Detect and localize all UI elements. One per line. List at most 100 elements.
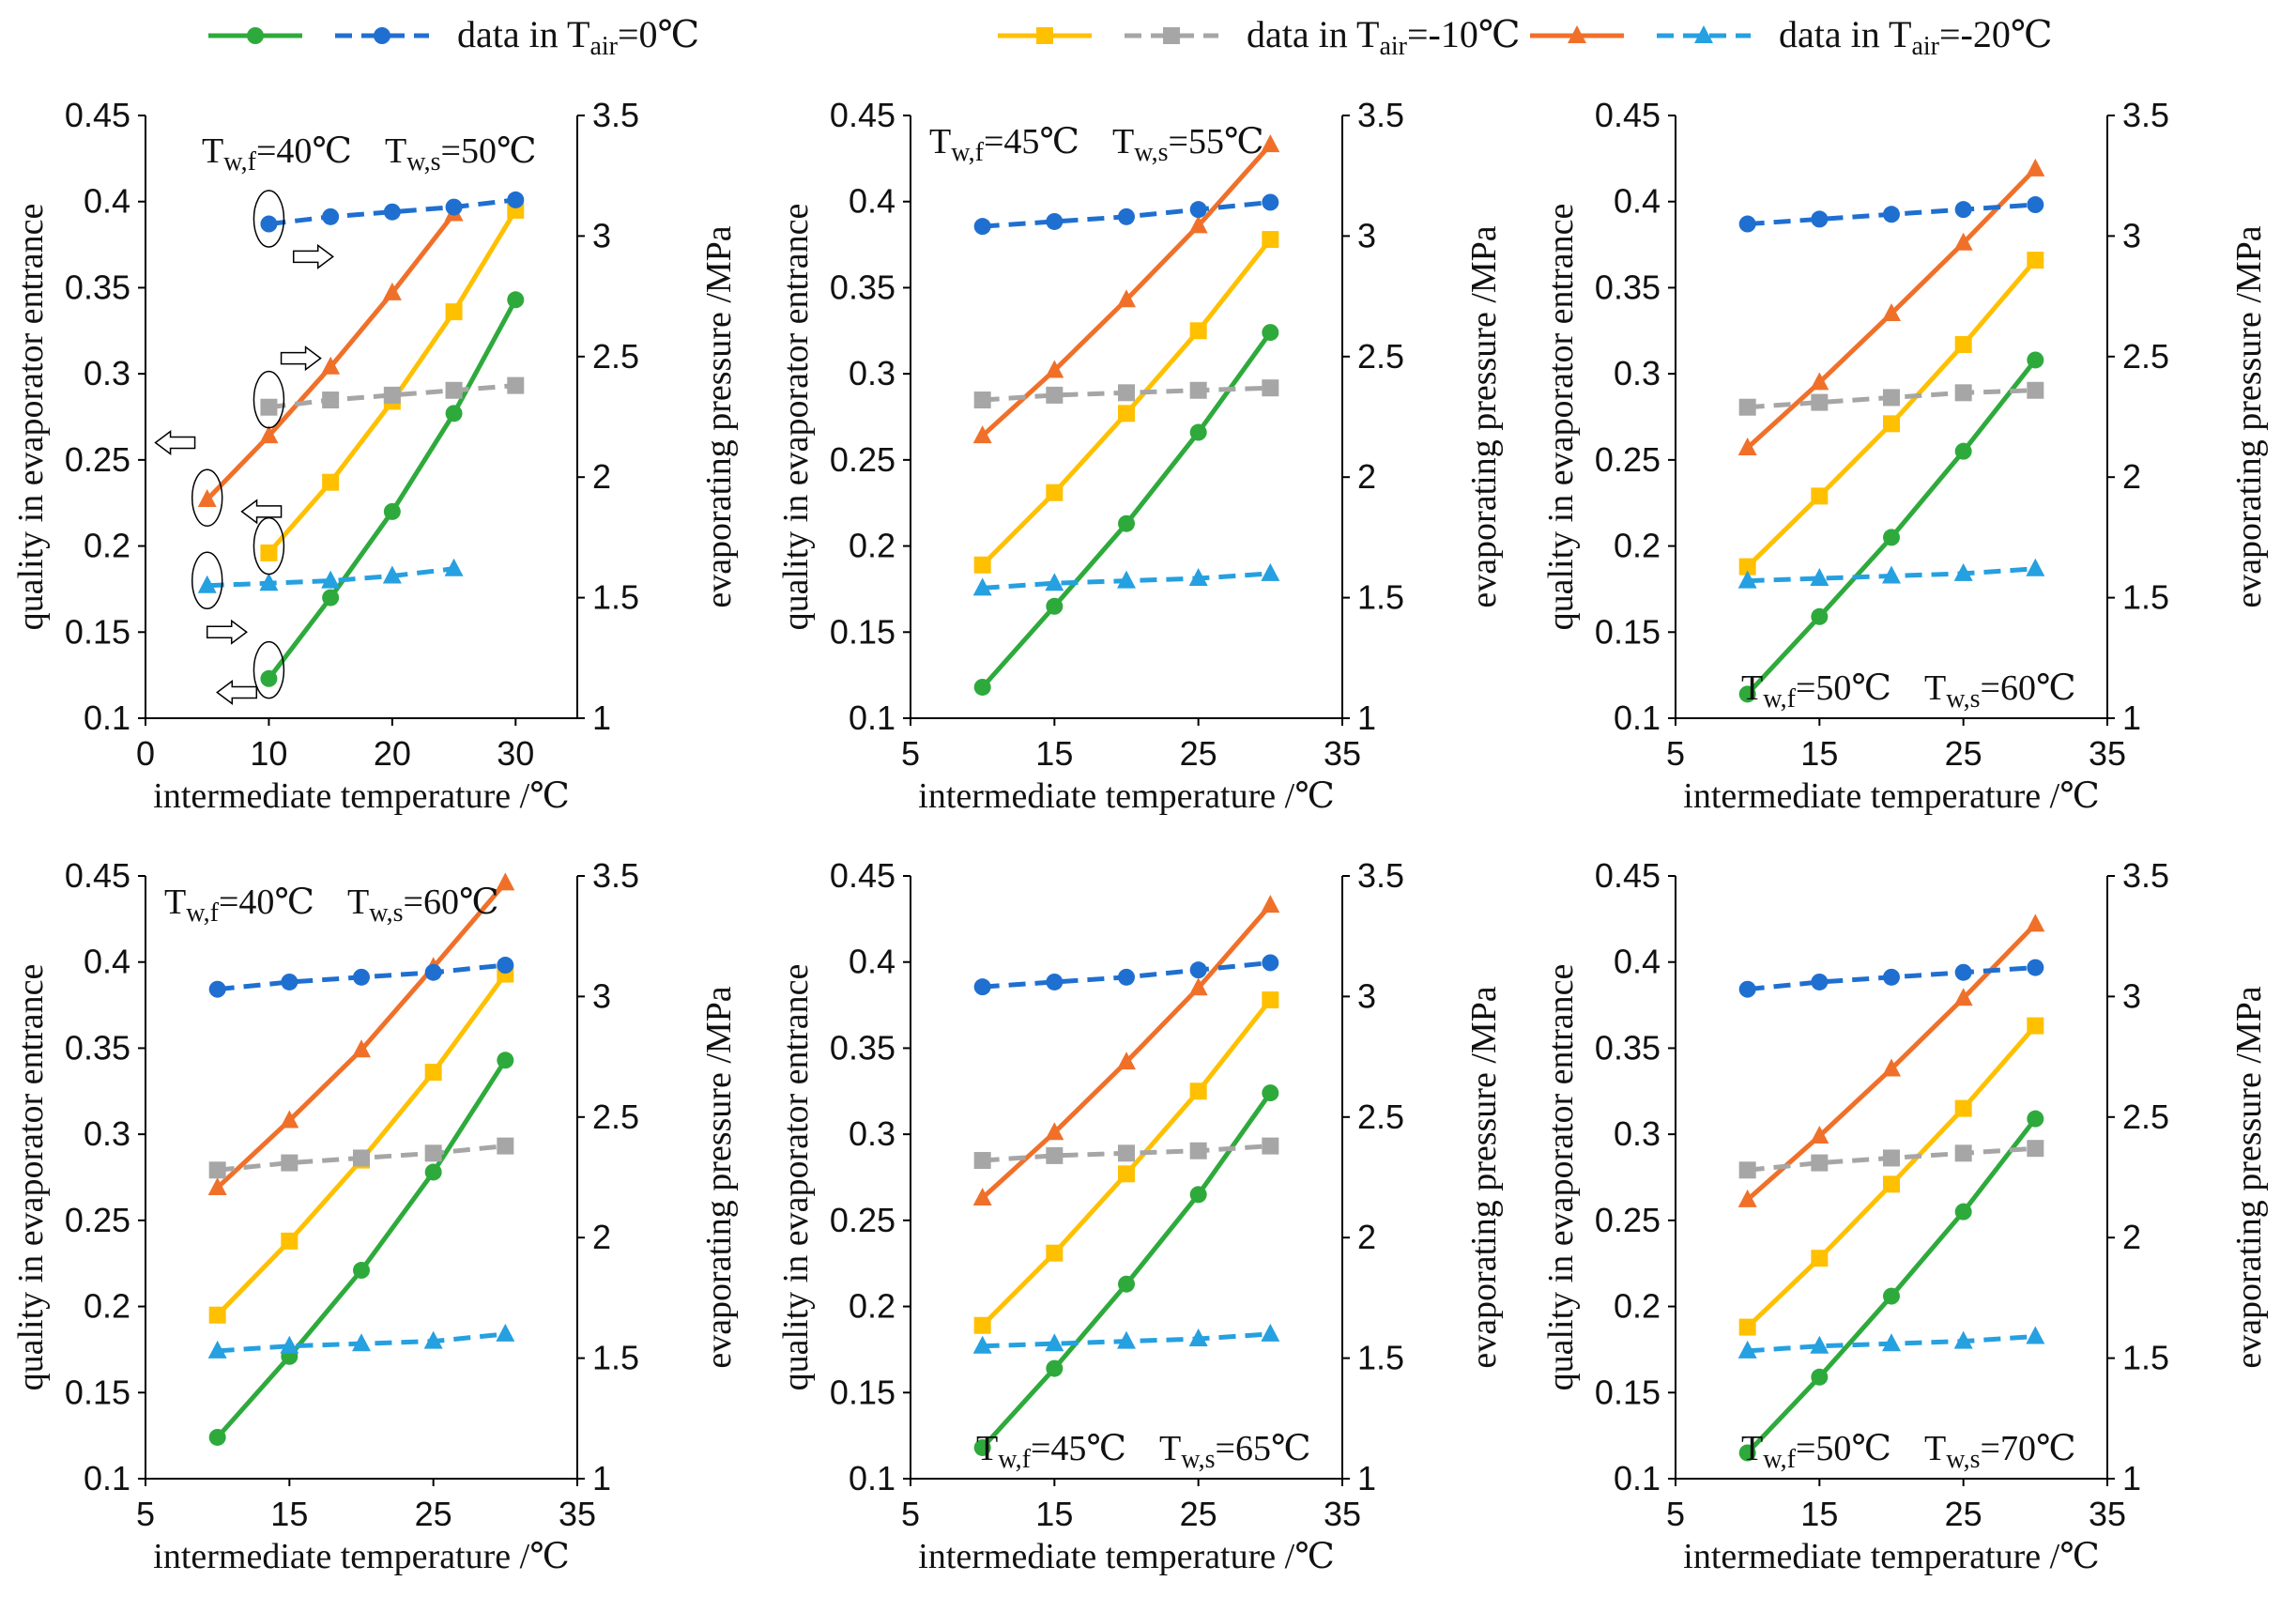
y-tick-label: 0.25 [830, 1201, 895, 1239]
data-point [1189, 381, 1207, 399]
data-point [1118, 1144, 1135, 1162]
data-point [1954, 335, 1972, 353]
data-point [445, 381, 463, 399]
data-point [1737, 570, 1757, 589]
x-tick-label: 25 [1180, 1495, 1217, 1533]
data-point [1189, 961, 1207, 979]
condition-annotation-ws: Tw,s=70℃ [1924, 1429, 2075, 1474]
y2-tick-label: 1.5 [592, 1339, 639, 1377]
data-point [424, 1144, 442, 1162]
x-tick-label: 15 [1035, 1495, 1073, 1533]
data-point [1117, 570, 1136, 589]
y-tick-label: 0.35 [830, 268, 895, 306]
y-tick-label: 0.45 [830, 856, 895, 895]
x-tick-label: 25 [415, 1495, 452, 1533]
data-point [496, 872, 515, 891]
y-tick-label: 0.15 [65, 612, 130, 651]
legend-label: data in Tair=-20℃ [1779, 13, 2053, 61]
data-point [1954, 384, 1972, 402]
data-point [1262, 954, 1279, 972]
y2-tick-label: 3 [2122, 216, 2141, 254]
data-point [2027, 252, 2044, 269]
y-tick-label: 0.1 [1614, 699, 1661, 737]
data-point [1811, 607, 1829, 625]
y2-axis-title: evaporating pressure /MPa [1464, 225, 1504, 607]
condition-annotation-wf: Tw,f=40℃ [202, 131, 352, 177]
data-point [1811, 210, 1829, 228]
data-point [352, 1333, 371, 1352]
y-tick-label: 0.3 [849, 354, 895, 392]
data-point [1738, 980, 1756, 998]
data-point [1883, 389, 1900, 407]
x-tick-label: 5 [1666, 1495, 1685, 1533]
x-tick-label: 5 [901, 1495, 920, 1533]
y2-tick-label: 2.5 [592, 1098, 639, 1136]
x-tick-label: 15 [1035, 734, 1073, 773]
data-point [1738, 558, 1756, 576]
legend-quality-marker [1036, 27, 1053, 44]
x-axis-title: intermediate temperature /℃ [918, 1537, 1334, 1576]
y-tick-label: 0.3 [84, 1114, 130, 1153]
data-point [1045, 1122, 1064, 1141]
y2-tick-label: 3.5 [592, 96, 639, 134]
data-point [1118, 968, 1135, 986]
y-tick-label: 0.1 [84, 1459, 130, 1497]
x-tick-label: 15 [1800, 734, 1838, 773]
chart-panel-5: 0.1 0.15 0.2 0.25 0.3 0.35 0.4 0.45 1 1.5 2 2.5 3 3.5… [765, 831, 1530, 1601]
y-tick-label: 0.3 [1614, 1114, 1661, 1153]
y2-tick-label: 1.5 [592, 578, 639, 617]
data-point [2027, 1017, 2044, 1035]
data-point [1953, 562, 1973, 581]
data-point [973, 978, 991, 996]
data-point [973, 556, 991, 574]
data-point [507, 376, 525, 394]
y-tick-label: 0.15 [830, 612, 895, 651]
data-point [1046, 212, 1064, 230]
data-point [1738, 1161, 1756, 1179]
y2-axis-title: evaporating pressure /MPa [699, 225, 739, 607]
data-point [353, 968, 370, 986]
y-tick-label: 0.1 [849, 1459, 895, 1497]
data-point [1882, 1333, 1901, 1352]
data-point [1045, 573, 1064, 591]
x-axis-title: intermediate temperature /℃ [918, 776, 1334, 816]
data-point [280, 1110, 299, 1128]
y2-tick-label: 3 [592, 976, 611, 1015]
y-tick-label: 0.2 [84, 1287, 130, 1326]
data-point [1883, 1175, 1900, 1193]
y2-tick-label: 1 [2122, 699, 2141, 737]
plot-axes [1675, 115, 2108, 719]
condition-annotation-ws: Tw,s=50℃ [385, 131, 536, 177]
series-line-5 [268, 383, 516, 410]
data-point [973, 1152, 991, 1170]
data-point [1737, 1189, 1757, 1207]
data-point [1046, 1244, 1064, 1262]
data-point [2026, 913, 2045, 932]
data-point [1811, 1250, 1829, 1267]
data-point [1953, 232, 1973, 251]
highlight-ellipse [191, 551, 223, 610]
y-tick-label: 0.1 [1614, 1459, 1661, 1497]
condition-annotation-wf: Tw,f=45℃ [976, 1429, 1126, 1474]
y2-tick-label: 3.5 [2122, 96, 2169, 134]
plot-axes [145, 876, 578, 1480]
legend-pressure-marker [374, 27, 390, 44]
y-tick-label: 0.15 [830, 1373, 895, 1411]
data-point [1811, 1368, 1829, 1386]
data-point [973, 1316, 991, 1334]
data-point [1188, 215, 1208, 234]
left-arrow-icon [240, 499, 283, 525]
data-point [497, 957, 514, 975]
data-point [2026, 1326, 2045, 1344]
data-point [445, 405, 463, 422]
data-point [1117, 1330, 1136, 1349]
data-point [1810, 568, 1829, 587]
data-point [322, 391, 340, 409]
x-tick-label: 20 [374, 734, 411, 773]
data-point [322, 473, 340, 491]
data-point [1117, 289, 1136, 308]
data-point [1262, 379, 1279, 397]
y-tick-label: 0.4 [1614, 943, 1661, 981]
y-tick-label: 0.2 [1614, 527, 1661, 565]
data-point [260, 544, 278, 561]
